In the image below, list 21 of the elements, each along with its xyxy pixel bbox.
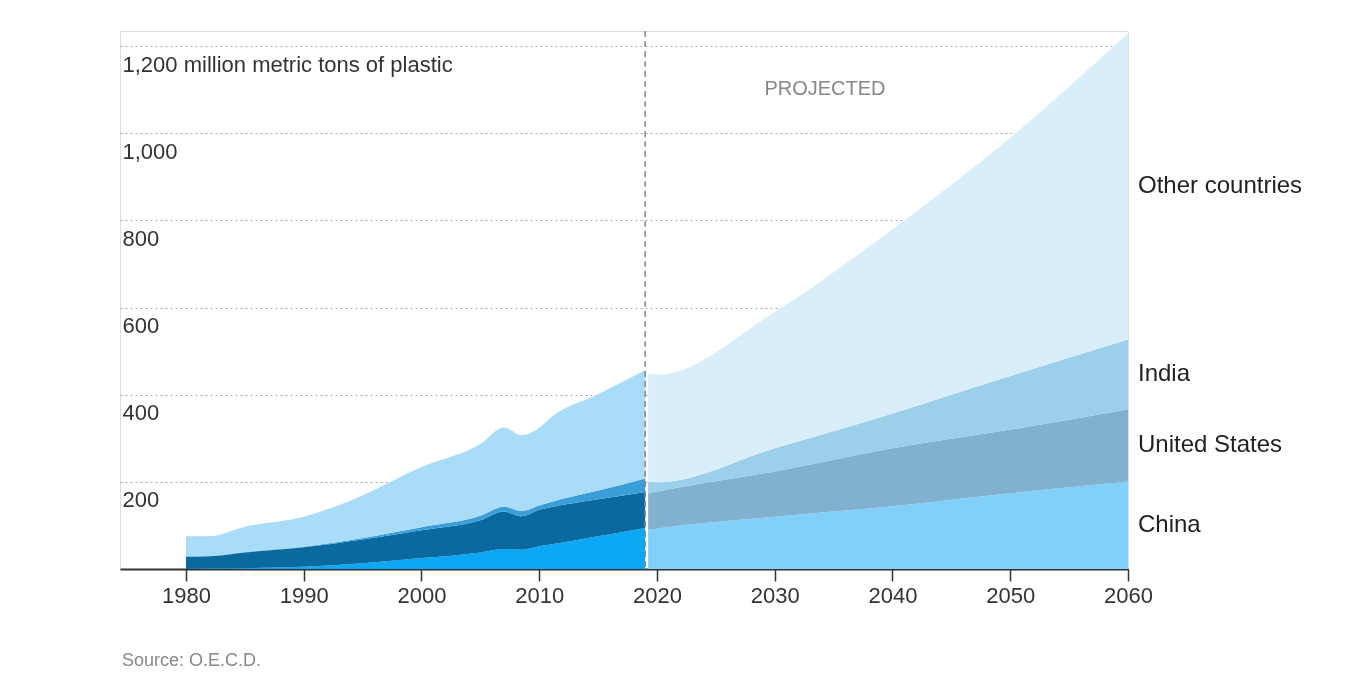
y-tick-label: 200 [122,487,160,513]
y-tick-label: 400 [122,400,160,426]
annotation: PROJECTED [764,77,886,99]
y-tick-label: 600 [122,313,160,339]
x-tick-label: 2060 [1104,582,1153,608]
x-tick-label: 2010 [515,582,565,608]
x-tick-label: 2000 [397,582,447,608]
series-label: Other countries [1138,171,1303,199]
series-label: China [1138,510,1202,538]
x-tick-label: 2040 [868,582,918,608]
series-label: India [1138,359,1191,387]
x-tick-label: 1980 [161,582,211,608]
y-tick-label: 800 [122,226,160,251]
source-note: Source: O.E.C.D. [122,650,262,670]
x-tick-label: 2030 [750,582,800,608]
x-tick-label: 2050 [986,582,1036,608]
x-tick-label: 2020 [633,582,682,608]
y-tick-label: 1,200 million metric tons of plastic [122,51,453,77]
series-label: United States [1138,430,1283,458]
y-tick-label: 1,000 [122,138,178,164]
x-tick-label: 1990 [279,582,329,608]
